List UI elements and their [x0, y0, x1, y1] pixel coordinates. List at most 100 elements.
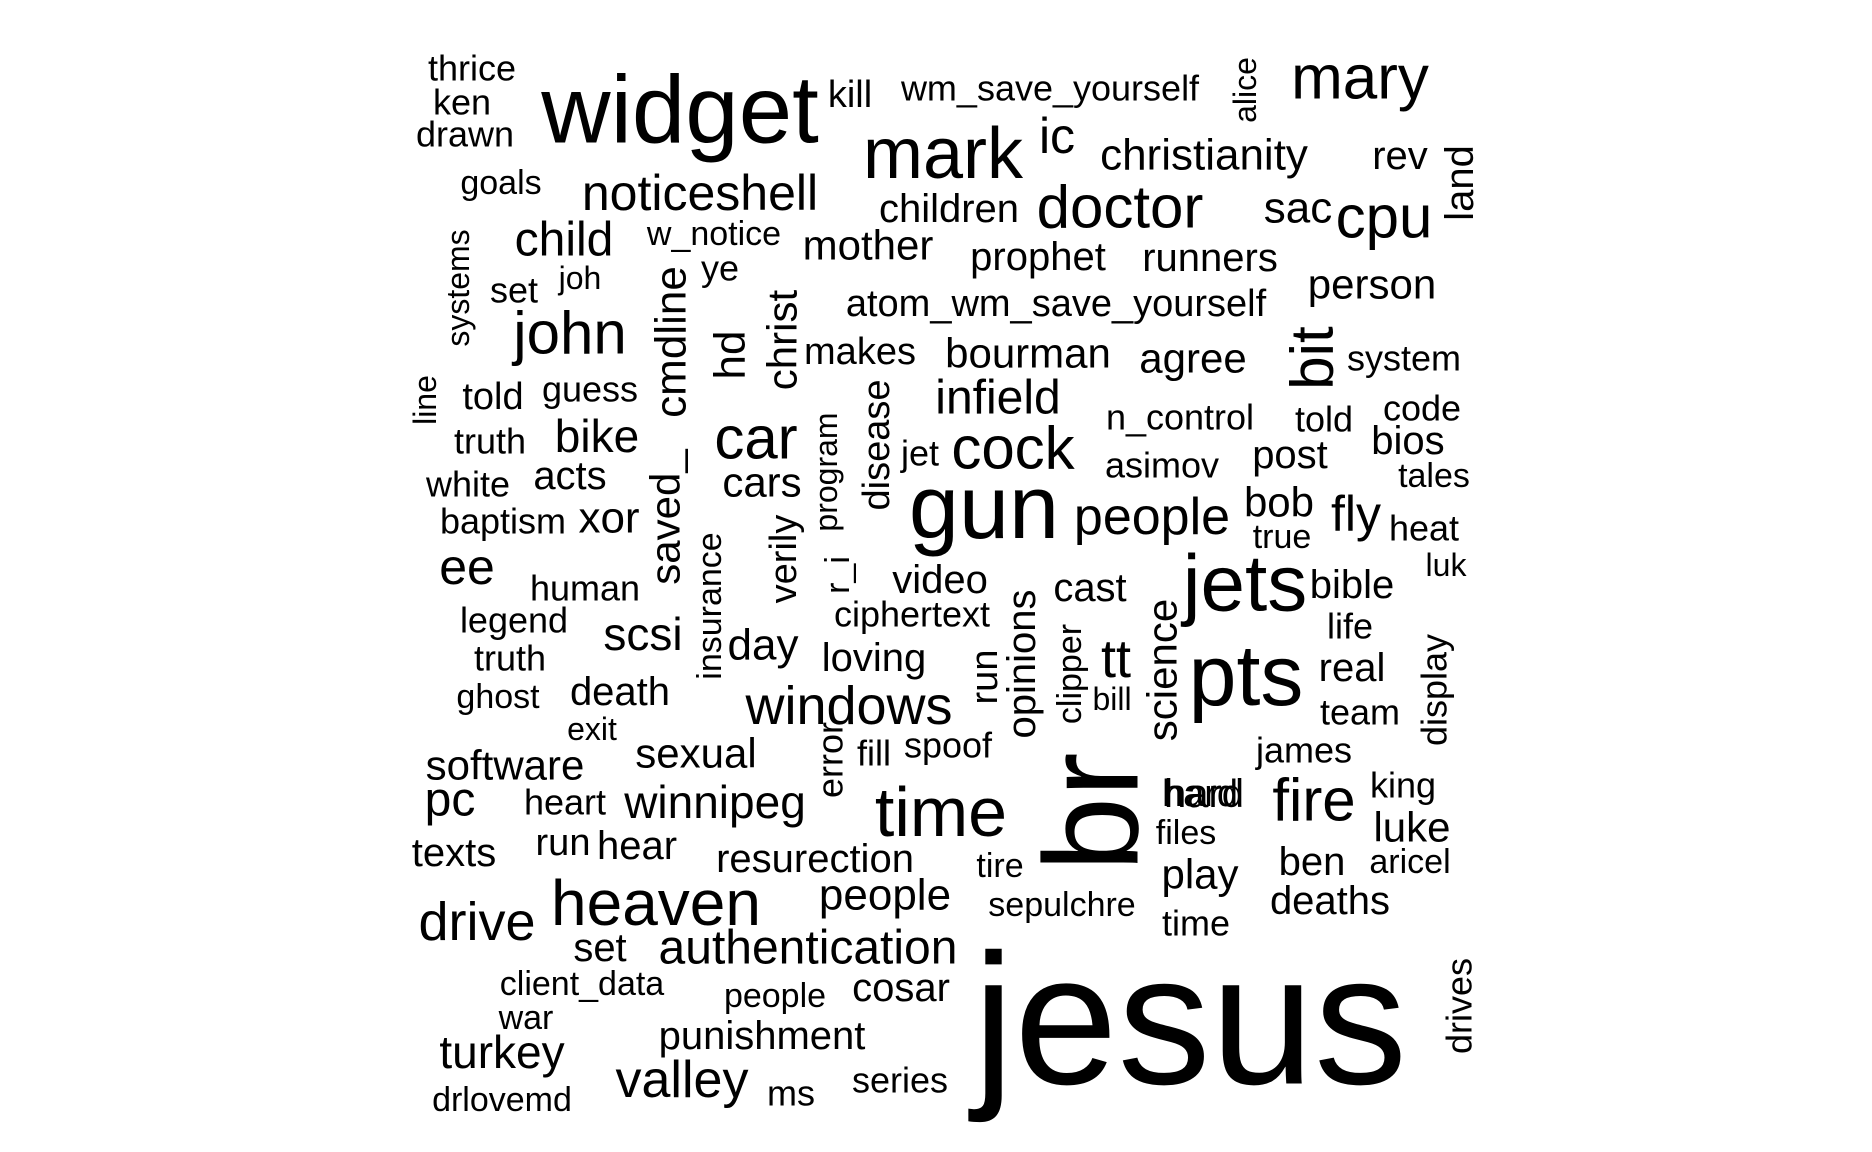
word: client_data — [500, 965, 665, 1003]
word: hd — [706, 331, 755, 380]
word: infield — [935, 372, 1060, 425]
word: kill — [828, 74, 872, 116]
word: run — [964, 650, 1006, 705]
word: death — [570, 670, 670, 714]
word: play — [1161, 851, 1238, 898]
word: heaven — [551, 867, 761, 939]
word: truth — [454, 421, 526, 462]
word: science — [1139, 599, 1186, 741]
word: runners — [1142, 236, 1278, 280]
word: true — [1253, 518, 1312, 556]
word: people — [1074, 488, 1230, 546]
word: people — [724, 977, 826, 1015]
word: sac — [1264, 184, 1332, 233]
word: w_notice — [646, 215, 781, 253]
word: mark — [863, 114, 1024, 194]
word-cloud-words: jesus br widget gun pts jets mark time h… — [407, 44, 1482, 1124]
word: drawn — [416, 114, 514, 155]
word: joh — [558, 260, 602, 296]
word: told — [1295, 399, 1353, 440]
word: bourman — [945, 330, 1111, 377]
word: rev — [1372, 134, 1428, 178]
word: spoof — [904, 725, 993, 766]
word: truth — [474, 638, 546, 679]
word: gun — [909, 458, 1059, 558]
word: luke — [1373, 804, 1450, 851]
word: day — [728, 621, 799, 670]
word: windows — [744, 676, 952, 736]
word: n_control — [1106, 397, 1254, 438]
word: child — [515, 214, 614, 267]
word: cmdline — [647, 266, 696, 418]
word: ye — [701, 248, 739, 289]
word: exit — [567, 711, 617, 747]
word: disease — [856, 380, 898, 511]
word: drives — [1439, 958, 1480, 1054]
word: cars — [722, 459, 801, 506]
word: series — [852, 1060, 948, 1101]
word: scsi — [603, 608, 682, 660]
word: human — [530, 568, 640, 609]
word: john — [511, 300, 626, 367]
word: drlovemd — [432, 1081, 572, 1119]
word: ken — [433, 82, 491, 123]
word: pts — [1189, 628, 1304, 724]
word: pc — [425, 774, 476, 827]
word: hard — [1162, 773, 1238, 815]
word: tales — [1398, 457, 1470, 495]
word: luk — [1426, 547, 1468, 583]
word: tt — [1101, 629, 1131, 689]
word: christ — [759, 290, 806, 391]
word: cosar — [852, 966, 950, 1010]
word: set — [490, 270, 538, 311]
word: loving — [822, 636, 927, 680]
word: error — [810, 722, 851, 798]
word: set — [573, 926, 626, 970]
word: ic — [1039, 108, 1075, 164]
word: hear — [597, 824, 677, 868]
word: jesus — [968, 917, 1407, 1124]
word: thrice — [428, 48, 516, 89]
word: line — [407, 375, 443, 425]
word: time — [875, 773, 1007, 851]
word: systems — [440, 229, 476, 346]
word: hard — [1164, 772, 1244, 816]
word: mother — [803, 222, 934, 269]
word: software — [426, 742, 585, 789]
word: post — [1252, 433, 1328, 477]
word: life — [1327, 606, 1373, 647]
word: insurance — [691, 532, 729, 679]
word: saved_ — [642, 449, 689, 585]
word: cast — [1053, 566, 1126, 610]
word: bit — [1279, 326, 1346, 390]
word: jets — [1181, 539, 1308, 628]
word: atom_wm_save_yourself — [846, 283, 1267, 325]
word: texts — [412, 831, 496, 875]
word: land — [1438, 145, 1482, 221]
word: widget — [540, 57, 819, 164]
word: tire — [976, 847, 1023, 885]
word: verily — [763, 515, 805, 604]
word: christianity — [1100, 131, 1308, 180]
word: white — [425, 464, 510, 505]
word: bob — [1244, 479, 1314, 526]
word: noticeshell — [582, 165, 818, 221]
word: fire — [1272, 767, 1355, 834]
word: xor — [578, 494, 639, 543]
word: people — [819, 871, 951, 920]
word: files — [1156, 814, 1216, 852]
word: valley — [616, 1051, 749, 1109]
word: resurection — [716, 837, 914, 881]
word: punishment — [659, 1014, 866, 1058]
word: turkey — [439, 1026, 564, 1078]
word: video — [892, 558, 988, 602]
word: prophet — [970, 235, 1106, 279]
word: sepulchre — [988, 886, 1135, 924]
word: james — [1255, 730, 1352, 771]
word: makes — [804, 331, 916, 373]
word: team — [1320, 692, 1400, 733]
word: real — [1319, 646, 1386, 690]
word: ee — [439, 539, 495, 595]
word: mary — [1291, 44, 1429, 113]
word: display — [1414, 634, 1455, 746]
